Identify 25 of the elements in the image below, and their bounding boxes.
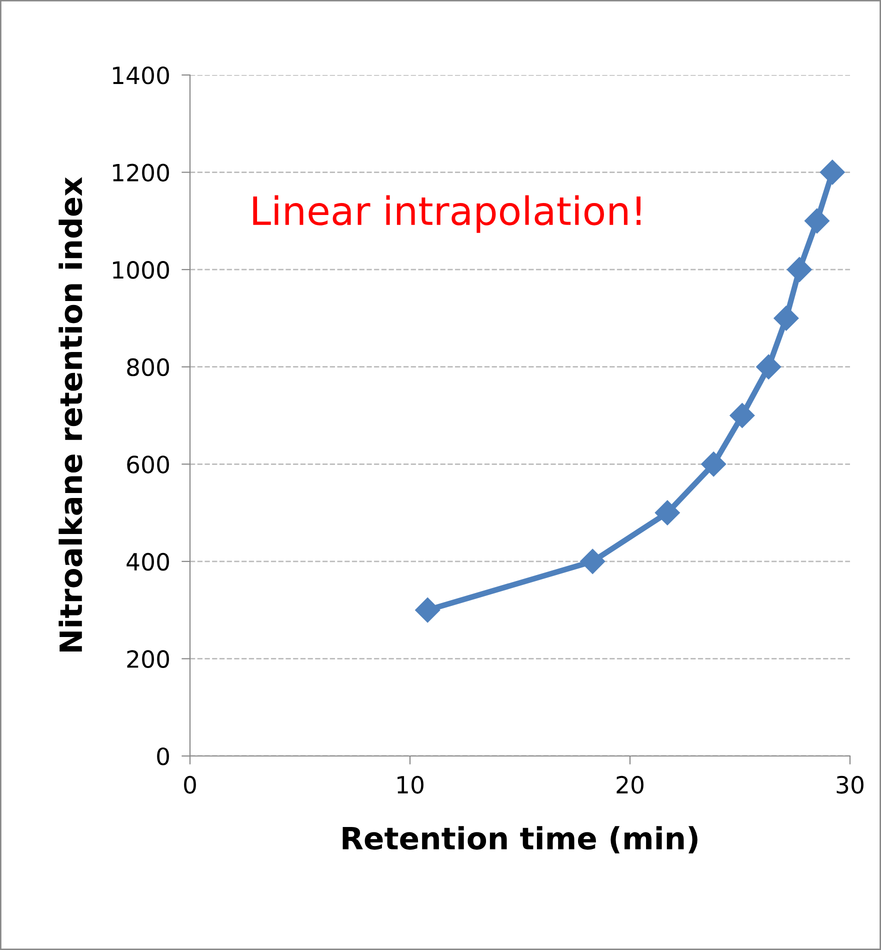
point [580, 548, 606, 574]
point [820, 160, 845, 185]
y-tick-label: 800 [127, 358, 169, 376]
point [415, 598, 440, 623]
point [701, 452, 726, 477]
y-tick-label: 1200 [113, 164, 169, 182]
point [804, 208, 830, 234]
x-tick-label: 30 [836, 776, 864, 794]
y-tick-label: 600 [127, 456, 169, 474]
y-tick-label: 400 [126, 552, 169, 571]
x-axis-title: Retention time (min) [342, 826, 698, 854]
x-tick-label: 10 [398, 776, 424, 794]
point [654, 500, 680, 526]
y-tick-label: 1400 [113, 66, 169, 84]
y-tick-label: 1000 [113, 261, 169, 279]
point [786, 257, 812, 282]
point [756, 354, 782, 380]
point [774, 306, 799, 331]
point [730, 403, 755, 428]
x-tick-label: 0 [184, 776, 196, 794]
x-tick-label: 20 [616, 776, 644, 794]
y-axis-title: Nitroalkane retention index [58, 177, 82, 652]
y-tick-label: 0 [157, 747, 169, 766]
annotation: Linear intrapolation! [253, 195, 640, 233]
y-tick-label: 200 [127, 650, 169, 668]
